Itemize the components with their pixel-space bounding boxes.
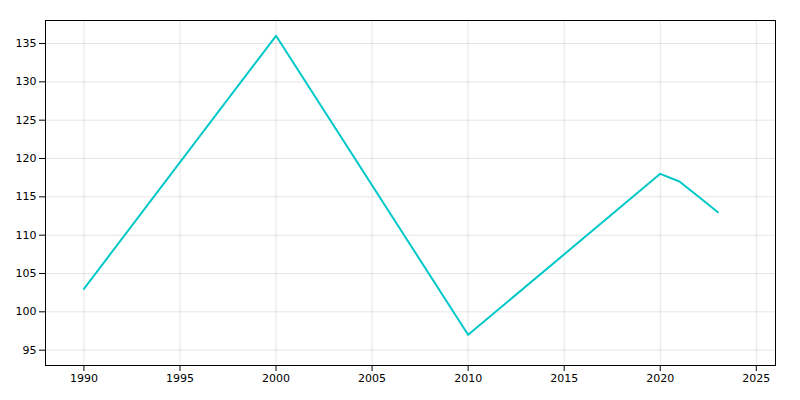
svg-text:125: 125 (16, 114, 37, 127)
svg-text:135: 135 (16, 37, 37, 50)
svg-text:2000: 2000 (262, 372, 290, 385)
svg-text:2010: 2010 (454, 372, 482, 385)
svg-text:2020: 2020 (646, 372, 674, 385)
svg-text:95: 95 (23, 344, 37, 357)
svg-text:120: 120 (16, 152, 37, 165)
svg-text:1995: 1995 (166, 372, 194, 385)
svg-text:100: 100 (16, 305, 37, 318)
svg-text:110: 110 (16, 229, 37, 242)
svg-text:2005: 2005 (358, 372, 386, 385)
svg-text:105: 105 (16, 267, 37, 280)
svg-text:1990: 1990 (70, 372, 98, 385)
svg-text:2015: 2015 (550, 372, 578, 385)
svg-text:130: 130 (16, 75, 37, 88)
svg-text:115: 115 (16, 190, 37, 203)
svg-text:2025: 2025 (742, 372, 770, 385)
